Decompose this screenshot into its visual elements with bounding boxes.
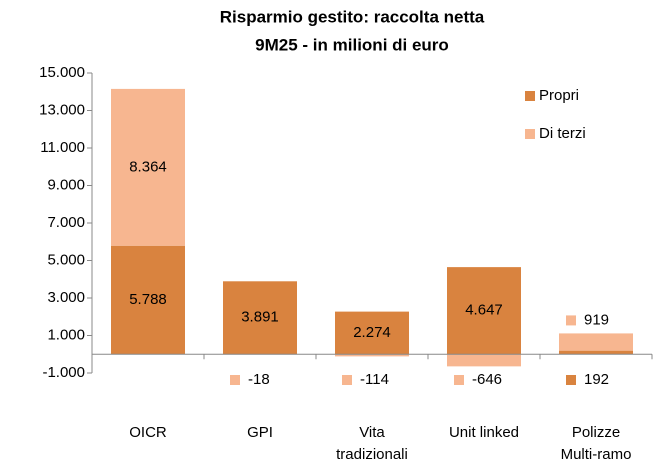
y-tick-label: -1.000 <box>42 364 85 381</box>
label-key <box>342 375 352 385</box>
x-tick-label: OICR <box>129 424 167 441</box>
bar-segment <box>559 350 633 355</box>
y-tick-label: 11.000 <box>40 139 85 156</box>
bar-segment <box>447 354 521 367</box>
bar-segment <box>335 354 409 357</box>
y-tick-label: 15.000 <box>39 64 85 81</box>
x-tick-label: Vita tradizionali <box>336 424 408 463</box>
label-key <box>230 375 240 385</box>
value-label: -18 <box>248 371 270 388</box>
legend-label: Di terzi <box>539 125 586 142</box>
x-tick-label: Unit linked <box>448 424 520 441</box>
label-key <box>566 315 576 326</box>
value-label: 4.647 <box>465 302 503 319</box>
value-label: 919 <box>584 311 609 328</box>
legend-key <box>525 91 535 101</box>
chart-subtitle: 9M25 - in milioni di euro <box>255 35 449 54</box>
bar-segment <box>111 88 185 246</box>
y-tick-label: 13.000 <box>39 101 85 118</box>
y-tick-label: 3.000 <box>47 289 85 306</box>
bar-segment <box>559 333 633 351</box>
y-tick-label: 7.000 <box>47 214 85 231</box>
value-label: 8.364 <box>129 158 167 175</box>
value-label: -646 <box>472 371 502 388</box>
label-key <box>566 375 576 385</box>
y-tick-label: 5.000 <box>47 251 85 268</box>
value-label: 3.891 <box>241 309 279 326</box>
y-tick-label: 9.000 <box>47 176 85 193</box>
bar-segment <box>111 245 185 355</box>
bar-segment <box>335 311 409 355</box>
value-label: -114 <box>360 371 389 388</box>
y-tick-label: 1.000 <box>47 326 85 343</box>
chart-title: Risparmio gestito: raccolta netta <box>220 7 485 26</box>
legend-key <box>525 129 535 139</box>
bar-segment <box>223 281 297 355</box>
bar-segment <box>447 267 521 355</box>
value-label: 5.788 <box>129 291 167 308</box>
x-tick-label: Polizze Multi-ramo <box>560 424 632 463</box>
value-label: 192 <box>584 371 609 388</box>
value-label: 2.274 <box>353 324 391 341</box>
label-key <box>454 375 464 385</box>
x-tick-label: GPI <box>247 424 273 441</box>
legend-label: Propri <box>539 87 579 104</box>
